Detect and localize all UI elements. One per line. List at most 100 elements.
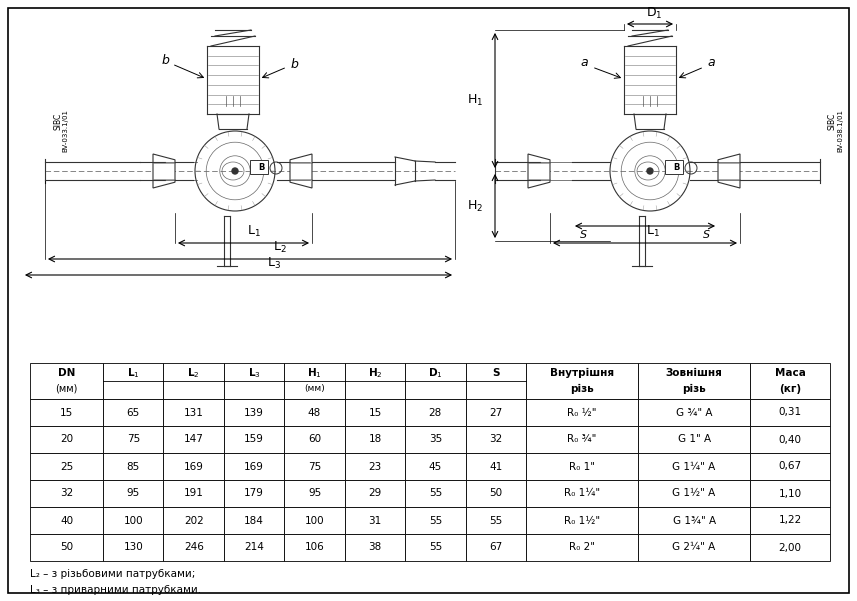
Text: H$_2$: H$_2$ — [368, 366, 382, 380]
Text: R₀ ¾": R₀ ¾" — [567, 435, 596, 445]
Polygon shape — [718, 154, 740, 188]
Text: (мм): (мм) — [56, 384, 78, 394]
Bar — [345, 399, 405, 426]
Bar — [465, 426, 526, 453]
Text: 159: 159 — [244, 435, 264, 445]
Bar — [285, 534, 345, 561]
Bar — [285, 363, 345, 399]
Text: 1,22: 1,22 — [778, 516, 801, 525]
Bar — [164, 399, 224, 426]
Bar — [526, 453, 638, 480]
Bar — [526, 534, 638, 561]
Text: S: S — [580, 230, 587, 240]
Bar — [103, 399, 164, 426]
Bar — [30, 453, 103, 480]
Text: D$_1$: D$_1$ — [428, 366, 443, 380]
Text: R₀ 1": R₀ 1" — [569, 462, 595, 472]
Text: 1,10: 1,10 — [778, 489, 801, 498]
Text: 95: 95 — [127, 489, 140, 498]
Bar — [345, 453, 405, 480]
Bar — [638, 534, 750, 561]
Text: L$_2$: L$_2$ — [273, 240, 287, 255]
Text: різь: різь — [570, 384, 594, 394]
Text: L$_1$: L$_1$ — [247, 224, 261, 239]
Bar — [465, 480, 526, 507]
Polygon shape — [153, 154, 175, 188]
Text: 169: 169 — [244, 462, 264, 472]
Text: 41: 41 — [489, 462, 502, 472]
Bar — [224, 363, 285, 399]
Bar — [103, 426, 164, 453]
Text: D$_1$: D$_1$ — [646, 6, 662, 21]
Text: 32: 32 — [489, 435, 502, 445]
Text: R₀ 1½": R₀ 1½" — [564, 516, 600, 525]
Bar — [665, 160, 683, 174]
Text: BV-033.1/01: BV-033.1/01 — [62, 109, 68, 153]
Text: 65: 65 — [127, 407, 140, 418]
Bar — [405, 399, 465, 426]
Text: 38: 38 — [369, 543, 381, 552]
Text: L₃ – з приварними патрубками.: L₃ – з приварними патрубками. — [30, 585, 201, 595]
Bar — [345, 480, 405, 507]
Text: Маса: Маса — [775, 368, 806, 378]
Bar — [526, 480, 638, 507]
Text: H$_2$: H$_2$ — [467, 198, 483, 213]
Text: R₀ 2": R₀ 2" — [569, 543, 595, 552]
Text: L₂ – з різьбовими патрубками;: L₂ – з різьбовими патрубками; — [30, 569, 195, 579]
Text: 191: 191 — [183, 489, 204, 498]
Bar — [224, 399, 285, 426]
Text: 75: 75 — [308, 462, 321, 472]
Text: 246: 246 — [183, 543, 204, 552]
Text: 18: 18 — [369, 435, 381, 445]
Bar — [30, 480, 103, 507]
Bar — [285, 453, 345, 480]
Text: 179: 179 — [244, 489, 264, 498]
Text: 214: 214 — [244, 543, 264, 552]
Bar — [526, 363, 638, 399]
Text: 60: 60 — [308, 435, 321, 445]
Text: L$_1$: L$_1$ — [127, 366, 140, 380]
Bar — [224, 507, 285, 534]
Text: 2,00: 2,00 — [778, 543, 801, 552]
Bar — [345, 534, 405, 561]
Polygon shape — [290, 154, 312, 188]
Bar — [750, 480, 830, 507]
Text: a: a — [707, 56, 715, 70]
Text: 169: 169 — [183, 462, 204, 472]
Text: 55: 55 — [428, 516, 442, 525]
Text: 29: 29 — [369, 489, 381, 498]
Text: 184: 184 — [244, 516, 264, 525]
Text: 67: 67 — [489, 543, 502, 552]
Bar — [405, 453, 465, 480]
Bar — [750, 453, 830, 480]
Bar — [224, 453, 285, 480]
Text: R₀ ½": R₀ ½" — [567, 407, 596, 418]
Text: 25: 25 — [60, 462, 73, 472]
Bar — [285, 399, 345, 426]
Text: різь: різь — [682, 384, 706, 394]
Text: L$_2$: L$_2$ — [188, 366, 200, 380]
Text: 147: 147 — [183, 435, 204, 445]
Bar — [750, 363, 830, 399]
Text: L$_1$: L$_1$ — [646, 224, 660, 239]
Text: 35: 35 — [428, 435, 442, 445]
Bar — [224, 534, 285, 561]
Text: 27: 27 — [489, 407, 502, 418]
Text: 45: 45 — [428, 462, 442, 472]
Bar — [285, 426, 345, 453]
Bar — [750, 426, 830, 453]
Text: 32: 32 — [60, 489, 73, 498]
Text: H$_1$: H$_1$ — [307, 366, 322, 380]
Text: 15: 15 — [60, 407, 73, 418]
Bar — [638, 453, 750, 480]
Text: G 1¼" A: G 1¼" A — [673, 462, 716, 472]
Text: 20: 20 — [60, 435, 73, 445]
Text: 55: 55 — [489, 516, 502, 525]
Bar — [224, 426, 285, 453]
Text: G ¾" A: G ¾" A — [676, 407, 712, 418]
Text: DN: DN — [58, 368, 75, 378]
Text: 95: 95 — [308, 489, 321, 498]
Bar — [164, 480, 224, 507]
Text: 0,40: 0,40 — [778, 435, 801, 445]
Text: 40: 40 — [60, 516, 73, 525]
